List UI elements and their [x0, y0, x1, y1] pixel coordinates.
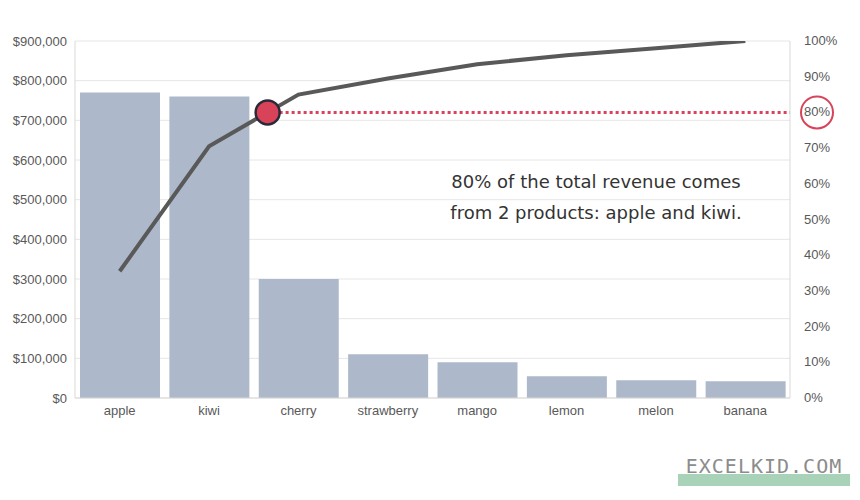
svg-text:10%: 10%	[804, 354, 830, 369]
svg-text:kiwi: kiwi	[198, 403, 220, 418]
svg-text:90%: 90%	[804, 69, 830, 84]
svg-text:mango: mango	[457, 403, 497, 418]
svg-text:$900,000: $900,000	[13, 34, 67, 49]
svg-text:100%: 100%	[804, 33, 838, 48]
svg-text:$700,000: $700,000	[13, 113, 67, 128]
svg-text:lemon: lemon	[549, 403, 584, 418]
svg-text:banana: banana	[724, 403, 768, 418]
svg-text:$0: $0	[53, 391, 67, 406]
svg-text:$800,000: $800,000	[13, 73, 67, 88]
svg-text:apple: apple	[104, 403, 136, 418]
html-text:from 2 products: apple and kiw: from 2 products: apple and kiwi.	[450, 202, 742, 223]
html-text:EXCELKID.COM: EXCELKID.COM	[685, 454, 843, 478]
svg-text:melon: melon	[638, 403, 673, 418]
svg-text:50%: 50%	[804, 212, 830, 227]
svg-text:strawberry: strawberry	[357, 403, 418, 418]
svg-text:$400,000: $400,000	[13, 232, 67, 247]
svg-text:$500,000: $500,000	[13, 192, 67, 207]
svg-text:cherry: cherry	[280, 403, 317, 418]
svg-text:70%: 70%	[804, 140, 830, 155]
svg-text:20%: 20%	[804, 319, 830, 334]
svg-text:40%: 40%	[804, 247, 830, 262]
svg-text:$600,000: $600,000	[13, 153, 67, 168]
svg-text:0%: 0%	[804, 390, 823, 405]
svg-text:$300,000: $300,000	[13, 272, 67, 287]
svg-text:$200,000: $200,000	[13, 311, 67, 326]
svg-text:$100,000: $100,000	[13, 351, 67, 366]
svg-text:80%: 80%	[804, 104, 830, 119]
html-text:80% of the total revenue comes: 80% of the total revenue comes	[451, 171, 741, 192]
svg-text:30%: 30%	[804, 283, 830, 298]
svg-text:60%: 60%	[804, 176, 830, 191]
